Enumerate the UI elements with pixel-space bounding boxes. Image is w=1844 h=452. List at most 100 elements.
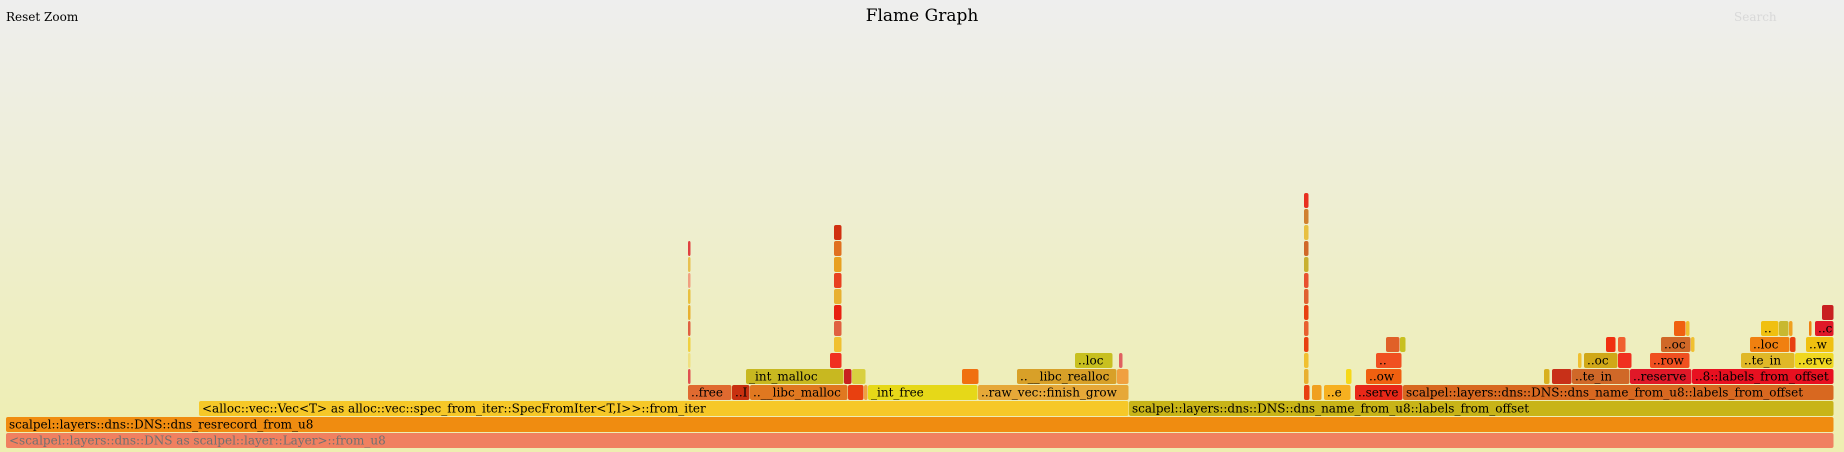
flame-frame[interactable]: ..oc xyxy=(1584,353,1618,368)
flame-frame-rect[interactable] xyxy=(1795,353,1834,368)
flame-frame[interactable] xyxy=(834,257,842,272)
flame-frame-rect[interactable] xyxy=(1403,385,1834,400)
flame-frame-rect[interactable] xyxy=(1304,321,1309,336)
flame-frame-rect[interactable] xyxy=(750,385,848,400)
flame-frame[interactable] xyxy=(834,321,842,336)
flame-frame-rect[interactable] xyxy=(834,225,842,240)
flame-frame-rect[interactable] xyxy=(834,337,842,352)
flame-frame[interactable] xyxy=(688,273,691,288)
flame-frame-rect[interactable] xyxy=(1741,353,1795,368)
flame-frame-rect[interactable] xyxy=(868,385,978,400)
flame-frame-rect[interactable] xyxy=(848,385,864,400)
flame-frame[interactable] xyxy=(1809,321,1812,336)
flame-frame-rect[interactable] xyxy=(1578,353,1582,368)
flame-frame[interactable] xyxy=(834,225,842,240)
flame-frame[interactable]: ..oc xyxy=(1661,337,1691,352)
flame-frame-rect[interactable] xyxy=(1815,321,1834,336)
flame-frame-rect[interactable] xyxy=(864,385,868,400)
flame-frame-rect[interactable] xyxy=(1376,353,1402,368)
flame-frame-rect[interactable] xyxy=(1750,337,1790,352)
flame-frame-rect[interactable] xyxy=(688,337,691,352)
flame-frame[interactable] xyxy=(1789,321,1793,336)
flame-frame[interactable]: ..loc xyxy=(1075,353,1113,368)
flame-frame-rect[interactable] xyxy=(1691,337,1695,352)
flame-frame-rect[interactable] xyxy=(1075,353,1113,368)
search-button[interactable]: Search xyxy=(1734,10,1777,24)
flame-frame-rect[interactable] xyxy=(1304,337,1309,352)
flame-frame-rect[interactable] xyxy=(1304,353,1309,368)
flame-frame[interactable] xyxy=(1544,369,1550,384)
flame-frame[interactable] xyxy=(1304,273,1309,288)
flame-frame-rect[interactable] xyxy=(746,369,844,384)
flame-frame-rect[interactable] xyxy=(688,241,691,256)
flame-frame[interactable] xyxy=(1618,337,1626,352)
flame-frame-rect[interactable] xyxy=(1355,385,1403,400)
flame-frame-rect[interactable] xyxy=(1761,321,1779,336)
flame-frame[interactable] xyxy=(844,369,852,384)
flame-frame-rect[interactable] xyxy=(1304,385,1310,400)
flame-frame[interactable] xyxy=(834,241,842,256)
flame-frame-rect[interactable] xyxy=(830,353,842,368)
flame-frame[interactable] xyxy=(1304,337,1309,352)
flame-frame-rect[interactable] xyxy=(6,433,1834,448)
flame-frame[interactable]: ..raw_vec::finish_grow xyxy=(978,385,1129,400)
flame-frame[interactable] xyxy=(1552,369,1572,384)
flame-frame-rect[interactable] xyxy=(1650,353,1690,368)
flame-frame-rect[interactable] xyxy=(688,385,732,400)
flame-frame[interactable] xyxy=(834,273,842,288)
flame-frame[interactable]: scalpel::layers::dns::DNS::dns_resrecord… xyxy=(6,417,1834,432)
flame-frame[interactable]: ..w xyxy=(1806,337,1834,352)
flame-frame-rect[interactable] xyxy=(1117,369,1129,384)
flame-frame-rect[interactable] xyxy=(1304,273,1309,288)
flame-frame[interactable]: ..c xyxy=(1815,321,1834,336)
flame-frame[interactable]: ..e xyxy=(1324,385,1351,400)
flame-frame-rect[interactable] xyxy=(1304,225,1309,240)
flame-frame-rect[interactable] xyxy=(962,369,979,384)
flame-frame[interactable] xyxy=(688,257,691,272)
flame-frame[interactable]: .. xyxy=(1761,321,1779,336)
flame-frame-rect[interactable] xyxy=(1119,353,1123,368)
flame-frame[interactable] xyxy=(1691,337,1695,352)
flame-frame-rect[interactable] xyxy=(199,401,1129,416)
flame-frame-rect[interactable] xyxy=(688,369,691,384)
flame-frame-rect[interactable] xyxy=(1544,369,1550,384)
flame-frame[interactable] xyxy=(1304,305,1309,320)
flame-frame[interactable] xyxy=(1346,369,1352,384)
flame-frame[interactable]: <alloc::vec::Vec<T> as alloc::vec::spec_… xyxy=(199,401,1129,416)
flame-frame[interactable]: ..free xyxy=(688,385,732,400)
flame-frame-rect[interactable] xyxy=(1304,241,1309,256)
flame-frame[interactable] xyxy=(834,337,842,352)
reset-zoom-button[interactable]: Reset Zoom xyxy=(6,10,79,24)
flame-frame[interactable] xyxy=(688,337,691,352)
flame-frame-rect[interactable] xyxy=(1790,337,1796,352)
flame-frame-rect[interactable] xyxy=(1584,353,1618,368)
flame-frame-rect[interactable] xyxy=(834,305,842,320)
flame-frame[interactable] xyxy=(688,353,691,368)
flame-frame[interactable] xyxy=(1400,337,1406,352)
flame-frame[interactable] xyxy=(1386,337,1400,352)
flame-frame-rect[interactable] xyxy=(688,273,691,288)
flame-frame[interactable] xyxy=(1578,353,1582,368)
flame-frame[interactable] xyxy=(688,321,691,336)
flame-frame-rect[interactable] xyxy=(1618,353,1632,368)
flame-frame[interactable] xyxy=(852,369,866,384)
flame-frame-rect[interactable] xyxy=(1400,337,1406,352)
flame-frame-rect[interactable] xyxy=(1630,369,1692,384)
flame-frame[interactable] xyxy=(1119,353,1123,368)
flame-frame[interactable] xyxy=(1312,385,1322,400)
flame-frame[interactable] xyxy=(1790,337,1796,352)
flame-frame[interactable] xyxy=(1674,321,1686,336)
flame-frame-rect[interactable] xyxy=(1312,385,1322,400)
flame-frame-rect[interactable] xyxy=(1618,337,1626,352)
flame-frame-rect[interactable] xyxy=(1346,369,1352,384)
flame-frame[interactable]: ..serve xyxy=(1355,385,1403,400)
flame-frame[interactable]: ..te_in xyxy=(1741,353,1795,368)
flame-frame[interactable]: <scalpel::layers::dns::DNS as scalpel::l… xyxy=(6,433,1834,448)
flame-frame[interactable]: ..erve xyxy=(1795,353,1834,368)
flame-frame[interactable] xyxy=(1618,353,1632,368)
flame-frame-rect[interactable] xyxy=(1304,305,1309,320)
flame-frame[interactable] xyxy=(1304,385,1310,400)
flame-frame[interactable] xyxy=(1304,369,1309,384)
flame-frame[interactable] xyxy=(1606,337,1616,352)
flame-frame[interactable] xyxy=(962,369,979,384)
